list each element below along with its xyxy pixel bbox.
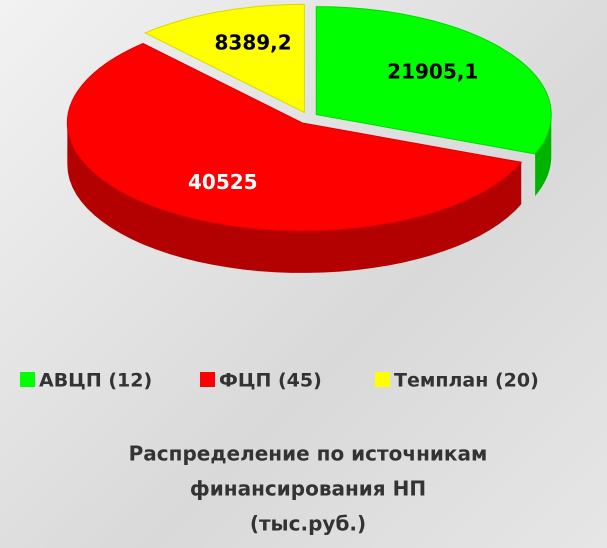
slice	[315, 6, 552, 155]
slice-side	[67, 122, 522, 273]
legend-label: ФЦП (45)	[219, 370, 322, 392]
slice	[143, 3, 305, 114]
data-label: 21905,1	[387, 60, 478, 84]
data-label: 8389,2	[214, 30, 291, 54]
chart-title: (тыс.руб.)	[250, 512, 366, 536]
chart-title: Распределение по источникам	[129, 442, 488, 466]
legend-swatch	[375, 372, 390, 387]
chart-title: финансирования НП	[190, 477, 426, 501]
slice	[66, 42, 523, 232]
legend-swatch	[20, 372, 35, 387]
data-label: 40525	[188, 170, 258, 194]
legend-swatch	[200, 372, 215, 387]
legend-label: Темплан (20)	[394, 370, 539, 392]
legend-label: АВЦП (12)	[39, 370, 152, 392]
